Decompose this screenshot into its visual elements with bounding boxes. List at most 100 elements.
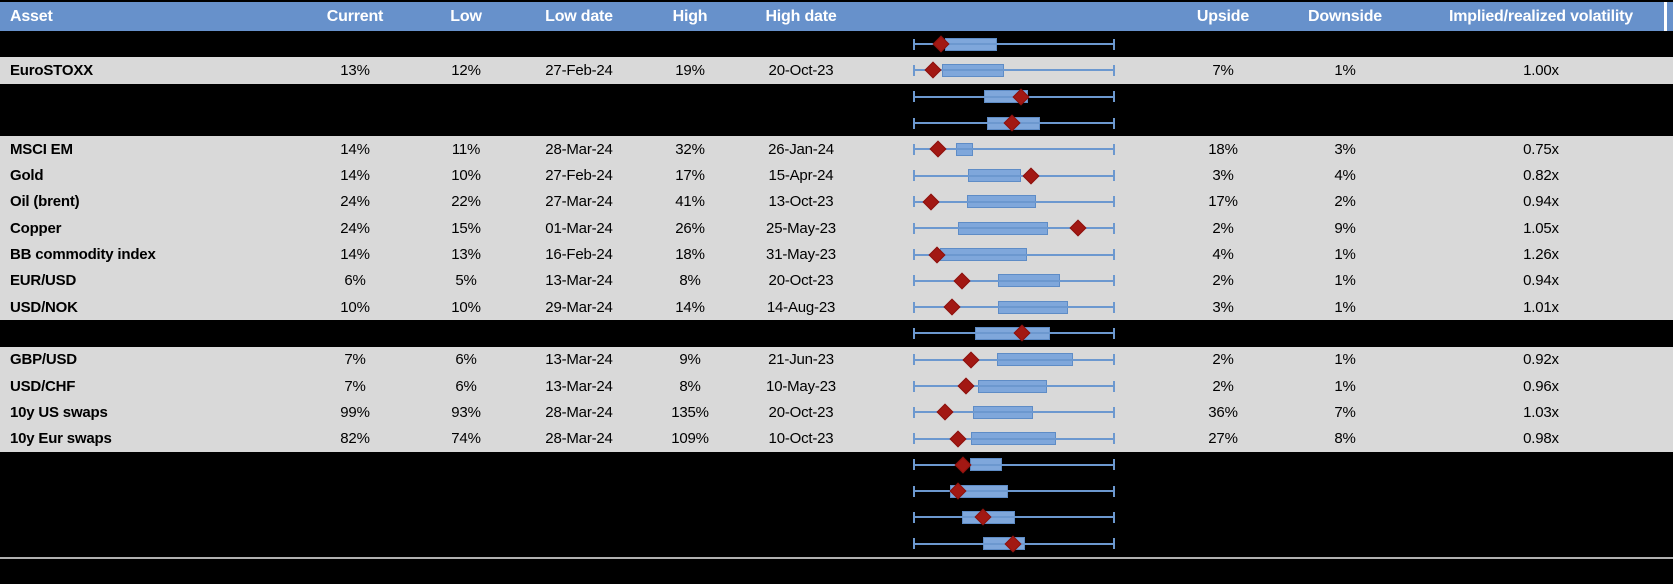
whisker-cap-left — [913, 143, 915, 155]
whisker-cap-left — [913, 117, 915, 129]
asset-cell: EUR/USD — [10, 272, 77, 290]
boxplot — [913, 347, 1115, 373]
diamond-marker — [957, 377, 975, 395]
boxplot-cell — [858, 162, 1165, 188]
current-cell: 7% — [344, 351, 366, 369]
top-border — [0, 0, 1673, 2]
upside-cell: 2% — [1212, 377, 1234, 395]
diamond-marker — [953, 272, 971, 290]
downside-cell: 1% — [1334, 272, 1356, 290]
current-cell: 10% — [340, 298, 370, 316]
upside-cell: 4% — [1212, 246, 1234, 264]
whisker-line — [913, 437, 1115, 440]
upside-cell: 17% — [1208, 193, 1238, 211]
boxplot-cell — [858, 294, 1165, 320]
high-cell: 135% — [671, 403, 709, 421]
boxplot-cell — [858, 189, 1165, 215]
column-header-asset: Asset — [10, 7, 53, 25]
whisker-cap-left — [913, 406, 915, 418]
downside-cell: 2% — [1334, 193, 1356, 211]
boxplot-cell — [858, 110, 1165, 136]
upside-cell: 18% — [1208, 140, 1238, 158]
low-date-cell: 28-Mar-24 — [545, 403, 613, 421]
whisker-cap-right — [1113, 433, 1115, 445]
current-cell: 14% — [340, 246, 370, 264]
diamond-marker — [936, 403, 954, 421]
upside-cell: 36% — [1208, 403, 1238, 421]
high-date-cell: 25-May-23 — [766, 219, 836, 237]
whisker-cap-right — [1113, 196, 1115, 208]
whisker-cap-right — [1113, 64, 1115, 76]
high-cell: 19% — [675, 61, 705, 79]
irv-cell: 0.94x — [1523, 193, 1559, 211]
asset-cell: BB commodity index — [10, 246, 156, 264]
irv-cell: 1.01x — [1523, 298, 1559, 316]
high-date-cell: 15-Apr-24 — [768, 167, 834, 185]
whisker-cap-left — [913, 249, 915, 261]
spacer-row — [0, 83, 1673, 110]
boxplot-cell — [858, 504, 1165, 530]
high-date-cell: 21-Jun-23 — [768, 351, 834, 369]
table-row: USD/CHF 7% 6% 13-Mar-24 8% 10-May-23 2% 1% 0.96x — [0, 372, 1673, 400]
high-date-cell: 10-Oct-23 — [768, 430, 834, 448]
table-row: Oil (brent) 24% 22% 27-Mar-24 41% 13-Oct-23 17… — [0, 188, 1673, 216]
downside-cell: 1% — [1334, 351, 1356, 369]
low-date-cell: 27-Mar-24 — [545, 193, 613, 211]
whisker-cap-left — [913, 64, 915, 76]
boxplot — [913, 425, 1115, 451]
low-cell: 93% — [451, 403, 481, 421]
spacer-row — [0, 530, 1673, 557]
asset-cell: USD/NOK — [10, 298, 78, 316]
whisker-cap-right — [1113, 301, 1115, 313]
asset-cell: MSCI EM — [10, 140, 73, 158]
whisker-cap-left — [913, 380, 915, 392]
boxplot-cell — [858, 478, 1165, 504]
irv-cell: 0.92x — [1523, 351, 1559, 369]
asset-cell: Copper — [10, 219, 62, 237]
boxplot-cell — [858, 84, 1165, 110]
downside-cell: 1% — [1334, 61, 1356, 79]
low-date-cell: 13-Mar-24 — [545, 351, 613, 369]
whisker-line — [913, 253, 1115, 256]
boxplot — [913, 110, 1115, 136]
current-cell: 82% — [340, 430, 370, 448]
whisker-cap-right — [1113, 459, 1115, 471]
whisker-cap-right — [1113, 354, 1115, 366]
whisker-cap-right — [1113, 38, 1115, 50]
high-date-cell: 13-Oct-23 — [768, 193, 834, 211]
asset-cell: Gold — [10, 167, 44, 185]
footer-bar — [0, 556, 1673, 584]
whisker-line — [913, 174, 1115, 177]
upside-cell: 2% — [1212, 272, 1234, 290]
current-cell: 7% — [344, 377, 366, 395]
boxplot — [913, 215, 1115, 241]
low-cell: 6% — [455, 377, 477, 395]
boxplot-cell — [858, 57, 1165, 83]
low-cell: 5% — [455, 272, 477, 290]
current-cell: 99% — [340, 403, 370, 421]
whisker-cap-right — [1113, 170, 1115, 182]
boxplot — [913, 373, 1115, 399]
irv-cell: 0.75x — [1523, 140, 1559, 158]
spacer-row — [0, 504, 1673, 531]
boxplot-cell — [858, 215, 1165, 241]
whisker-cap-left — [913, 275, 915, 287]
whisker-line — [913, 279, 1115, 282]
whisker-cap-left — [913, 485, 915, 497]
irv-cell: 1.03x — [1523, 403, 1559, 421]
whisker-cap-left — [913, 538, 915, 550]
column-header-current: Current — [326, 7, 384, 25]
low-cell: 74% — [451, 430, 481, 448]
high-date-cell: 20-Oct-23 — [768, 61, 834, 79]
low-date-cell: 29-Mar-24 — [545, 298, 613, 316]
boxplot — [913, 189, 1115, 215]
boxplot — [913, 504, 1115, 530]
whisker-cap-right — [1113, 143, 1115, 155]
column-header-high: High — [672, 7, 708, 25]
boxplot — [913, 57, 1115, 83]
boxplot — [913, 136, 1115, 162]
high-cell: 41% — [675, 193, 705, 211]
diamond-marker — [1022, 167, 1040, 185]
whisker-cap-right — [1113, 275, 1115, 287]
